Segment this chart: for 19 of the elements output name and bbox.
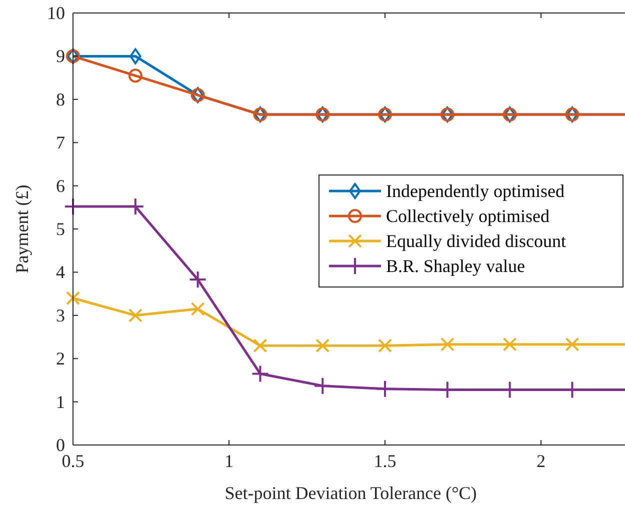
y-tick-label: 3 bbox=[56, 305, 65, 326]
legend-label: Collectively optimised bbox=[386, 206, 550, 226]
x-tick-label: 1 bbox=[224, 451, 234, 471]
legend-label: Independently optimised bbox=[386, 181, 564, 201]
legend-label: Equally divided discount bbox=[386, 231, 566, 251]
y-tick-label: 6 bbox=[56, 176, 65, 196]
x-tick-label: 2 bbox=[536, 451, 546, 471]
legend-label: B.R. Shapley value bbox=[386, 256, 525, 276]
y-tick-label: 8 bbox=[56, 89, 65, 110]
y-tick-label: 2 bbox=[56, 348, 65, 369]
x-axis-title: Set-point Deviation Tolerance (°C) bbox=[224, 483, 477, 503]
y-tick-label: 10 bbox=[47, 3, 65, 23]
y-axis-title: Payment (£) bbox=[12, 184, 32, 274]
y-tick-label: 9 bbox=[56, 46, 65, 66]
y-tick-label: 5 bbox=[56, 219, 65, 239]
x-tick-label: 1.5 bbox=[374, 451, 396, 471]
y-tick-label: 7 bbox=[56, 132, 65, 153]
y-tick-label: 4 bbox=[56, 262, 65, 282]
y-tick-label: 1 bbox=[56, 392, 65, 412]
